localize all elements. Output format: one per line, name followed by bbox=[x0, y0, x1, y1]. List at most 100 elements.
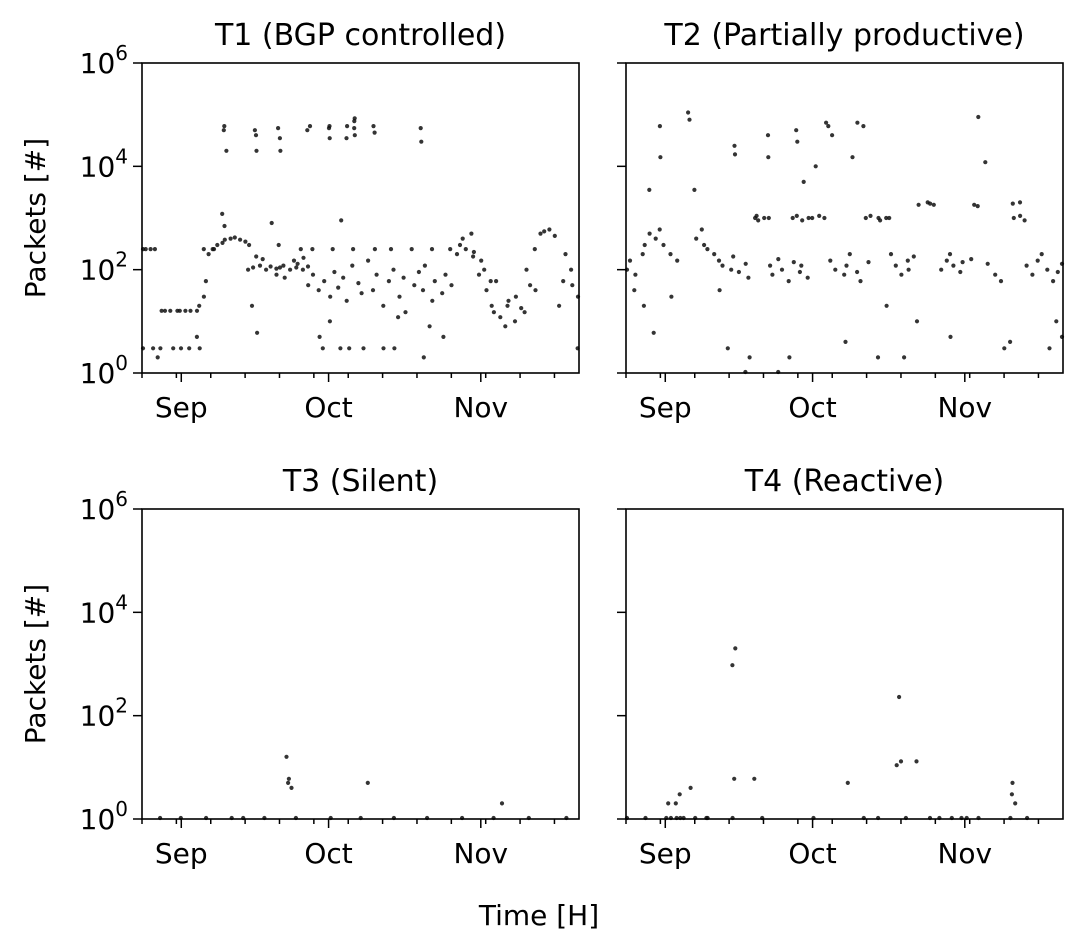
data-point bbox=[822, 215, 827, 221]
data-point bbox=[800, 218, 805, 223]
data-point bbox=[168, 308, 173, 313]
data-point bbox=[430, 298, 435, 303]
data-point bbox=[688, 785, 693, 791]
x-tick-label: Oct bbox=[788, 837, 836, 870]
data-point bbox=[911, 254, 916, 259]
data-point bbox=[725, 346, 730, 351]
data-point bbox=[686, 110, 691, 115]
data-point bbox=[787, 355, 792, 360]
data-point bbox=[282, 275, 287, 280]
data-point bbox=[463, 247, 468, 252]
data-point bbox=[519, 306, 524, 311]
data-point bbox=[673, 801, 678, 806]
data-point bbox=[702, 242, 707, 248]
data-point bbox=[416, 269, 421, 275]
data-point bbox=[795, 139, 800, 144]
data-point bbox=[897, 694, 902, 700]
data-point bbox=[677, 792, 682, 797]
data-point bbox=[396, 315, 401, 320]
panel-title: T4 (Reactive) bbox=[744, 464, 945, 499]
data-point bbox=[762, 215, 767, 221]
data-point bbox=[298, 247, 303, 252]
data-point bbox=[830, 133, 835, 138]
data-point bbox=[151, 346, 156, 351]
data-point bbox=[228, 236, 233, 241]
data-point bbox=[960, 260, 965, 265]
data-point bbox=[928, 201, 933, 206]
data-point bbox=[668, 252, 673, 257]
data-point bbox=[401, 275, 406, 280]
data-point bbox=[868, 213, 873, 218]
x-axis-label: Time [H] bbox=[478, 899, 599, 932]
data-point bbox=[188, 308, 193, 313]
data-point bbox=[330, 247, 335, 252]
data-point bbox=[441, 334, 446, 339]
data-point bbox=[732, 776, 737, 781]
data-point bbox=[352, 133, 357, 138]
scatter-points bbox=[140, 116, 581, 360]
data-point bbox=[642, 242, 647, 248]
data-point bbox=[766, 155, 771, 160]
data-point bbox=[320, 346, 325, 351]
data-point bbox=[1013, 801, 1018, 806]
data-point bbox=[506, 298, 511, 303]
y-tick-label: 102 bbox=[80, 248, 128, 287]
data-point bbox=[844, 263, 849, 268]
x-tick-label: Sep bbox=[639, 391, 692, 424]
data-point bbox=[969, 257, 974, 262]
data-point bbox=[347, 346, 352, 351]
y-tick-label: 100 bbox=[80, 351, 128, 390]
data-point bbox=[998, 279, 1004, 284]
data-point bbox=[327, 136, 332, 141]
data-point bbox=[733, 646, 738, 651]
data-point bbox=[471, 254, 476, 259]
data-point bbox=[893, 263, 898, 268]
x-tick-label: Oct bbox=[304, 391, 352, 424]
data-point bbox=[476, 272, 482, 277]
data-point bbox=[295, 261, 300, 266]
y-axis-label: Packets [#] bbox=[19, 584, 52, 744]
data-point bbox=[1024, 263, 1029, 268]
data-point bbox=[418, 126, 423, 131]
data-point bbox=[253, 133, 259, 138]
data-point bbox=[300, 267, 305, 272]
data-point bbox=[985, 261, 990, 266]
data-point bbox=[569, 267, 574, 272]
data-point bbox=[522, 310, 527, 315]
data-point bbox=[817, 213, 822, 218]
x-tick-label: Nov bbox=[453, 391, 508, 424]
data-point bbox=[412, 283, 417, 288]
data-point bbox=[222, 237, 227, 242]
data-point bbox=[488, 279, 493, 284]
data-point bbox=[669, 294, 674, 299]
data-point bbox=[675, 258, 680, 263]
data-point bbox=[752, 776, 757, 781]
data-point bbox=[277, 265, 283, 270]
data-point bbox=[972, 202, 977, 207]
data-point bbox=[460, 236, 465, 241]
data-point bbox=[366, 258, 371, 263]
data-point bbox=[640, 252, 645, 257]
y-tick-label: 100 bbox=[80, 797, 128, 836]
data-point bbox=[532, 247, 537, 252]
data-point bbox=[194, 308, 200, 313]
data-point bbox=[1054, 319, 1059, 324]
data-point bbox=[845, 780, 850, 786]
data-point bbox=[352, 126, 357, 131]
data-point bbox=[148, 247, 153, 252]
data-point bbox=[806, 215, 811, 221]
data-point bbox=[524, 267, 529, 272]
data-point bbox=[211, 247, 217, 252]
data-point bbox=[291, 258, 297, 263]
data-point bbox=[326, 126, 332, 131]
data-point bbox=[310, 272, 316, 277]
data-point bbox=[392, 346, 397, 351]
data-point bbox=[731, 254, 736, 259]
data-point bbox=[332, 269, 337, 275]
data-point bbox=[1009, 792, 1015, 797]
data-point bbox=[339, 218, 344, 223]
plot-frame bbox=[625, 62, 1064, 374]
data-point bbox=[350, 263, 355, 268]
data-point bbox=[158, 346, 163, 351]
data-point bbox=[779, 267, 785, 272]
